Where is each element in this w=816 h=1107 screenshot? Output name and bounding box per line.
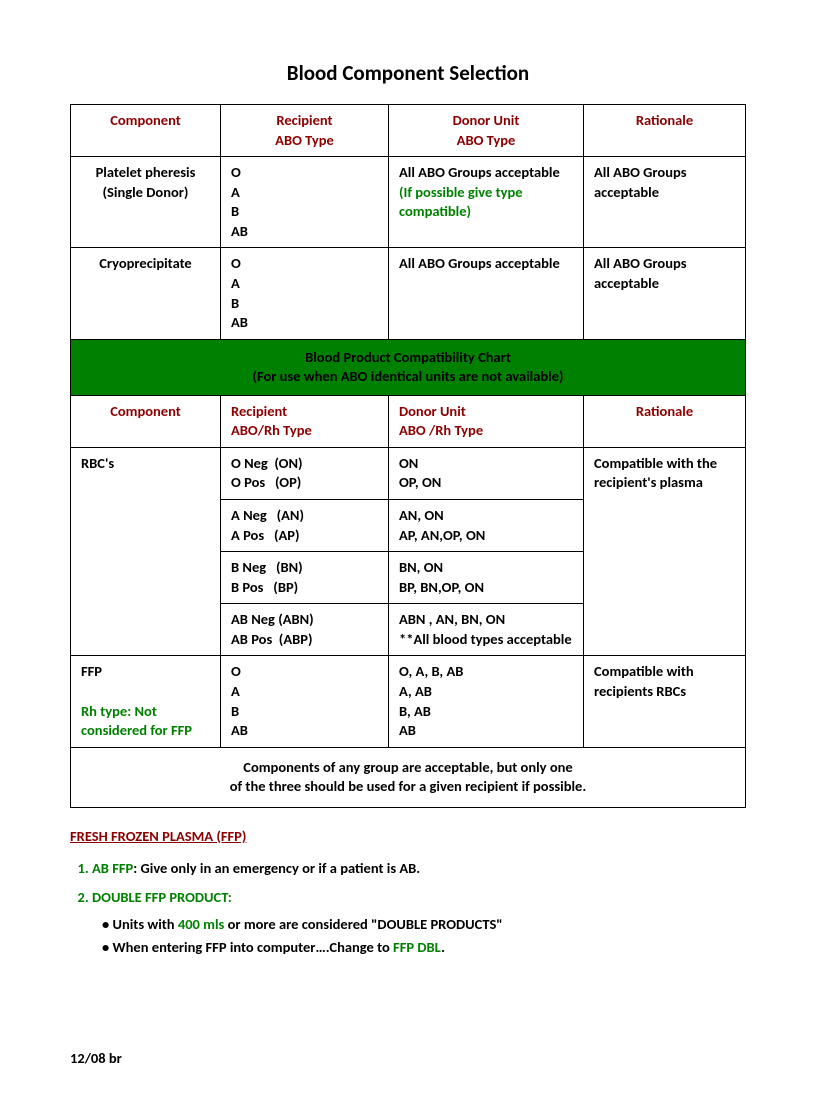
platelet-donor: All ABO Groups acceptable (If possible g… <box>389 157 584 248</box>
platelet-rationale: All ABO Groups acceptable <box>584 157 746 248</box>
banner-row: Blood Product Compatibility Chart (For u… <box>71 339 746 395</box>
footer-row: Components of any group are acceptable, … <box>71 747 746 807</box>
h1-component: Component <box>71 105 221 157</box>
ffp-donor: O, A, B, AB A, AB B, AB AB <box>389 656 584 747</box>
row-platelet: Platelet pheresis (Single Donor) O A B A… <box>71 157 746 248</box>
rbc-r2-don: AN, ON AP, AN,OP, ON <box>389 500 584 552</box>
row-cryo: Cryoprecipitate O A B AB All ABO Groups … <box>71 248 746 339</box>
h2-recipient: Recipient ABO/Rh Type <box>221 395 389 447</box>
cryo-recipient: O A B AB <box>221 248 389 339</box>
h2-rationale: Rationale <box>584 395 746 447</box>
cryo-rationale: All ABO Groups acceptable <box>584 248 746 339</box>
rbc-r4-don: ABN , AN, BN, ON **All blood types accep… <box>389 604 584 656</box>
ffp-heading: FRESH FROZEN PLASMA (FFP) <box>70 827 246 845</box>
rbc-r3-don: BN, ON BP, BN,OP, ON <box>389 552 584 604</box>
below-section: FRESH FROZEN PLASMA (FFP) AB FFP: Give o… <box>70 826 746 960</box>
ffp-bullets: • Units with 400 mls or more are conside… <box>102 913 746 959</box>
h2-donor: Donor Unit ABO /Rh Type <box>389 395 584 447</box>
rbc-r1-don: ON OP, ON <box>389 447 584 499</box>
ffp-component: FFP Rh type: Not considered for FFP <box>71 656 221 747</box>
ffp-item-2: DOUBLE FFP PRODUCT: • Units with 400 mls… <box>92 887 746 959</box>
row-rbc-1: RBC's O Neg (ON) O Pos (OP) ON OP, ON Co… <box>71 447 746 499</box>
ffp-recipient: O A B AB <box>221 656 389 747</box>
h1-rationale: Rationale <box>584 105 746 157</box>
platelet-component: Platelet pheresis (Single Donor) <box>71 157 221 248</box>
h1-recipient: Recipient ABO Type <box>221 105 389 157</box>
compatibility-table: Component Recipient ABO Type Donor Unit … <box>70 104 746 808</box>
ffp-item-1: AB FFP: Give only in an emergency or if … <box>92 858 746 880</box>
h1-donor: Donor Unit ABO Type <box>389 105 584 157</box>
rbc-r2-rec: A Neg (AN) A Pos (AP) <box>221 500 389 552</box>
page-title: Blood Component Selection <box>70 60 746 86</box>
rbc-r4-rec: AB Neg (ABN) AB Pos (ABP) <box>221 604 389 656</box>
header-row-2: Component Recipient ABO/Rh Type Donor Un… <box>71 395 746 447</box>
header-row-1: Component Recipient ABO Type Donor Unit … <box>71 105 746 157</box>
rbc-r3-rec: B Neg (BN) B Pos (BP) <box>221 552 389 604</box>
chart-banner: Blood Product Compatibility Chart (For u… <box>71 339 746 395</box>
cryo-donor: All ABO Groups acceptable <box>389 248 584 339</box>
h2-component: Component <box>71 395 221 447</box>
rbc-r1-rec: O Neg (ON) O Pos (OP) <box>221 447 389 499</box>
platelet-recipient: O A B AB <box>221 157 389 248</box>
footer-note: Components of any group are acceptable, … <box>71 747 746 807</box>
rbc-rationale: Compatible with the recipient's plasma <box>584 447 746 656</box>
row-ffp: FFP Rh type: Not considered for FFP O A … <box>71 656 746 747</box>
date-stamp: 12/08 br <box>70 1049 746 1067</box>
rbc-component: RBC's <box>71 447 221 656</box>
cryo-component: Cryoprecipitate <box>71 248 221 339</box>
ffp-rationale: Compatible with recipients RBCs <box>584 656 746 747</box>
